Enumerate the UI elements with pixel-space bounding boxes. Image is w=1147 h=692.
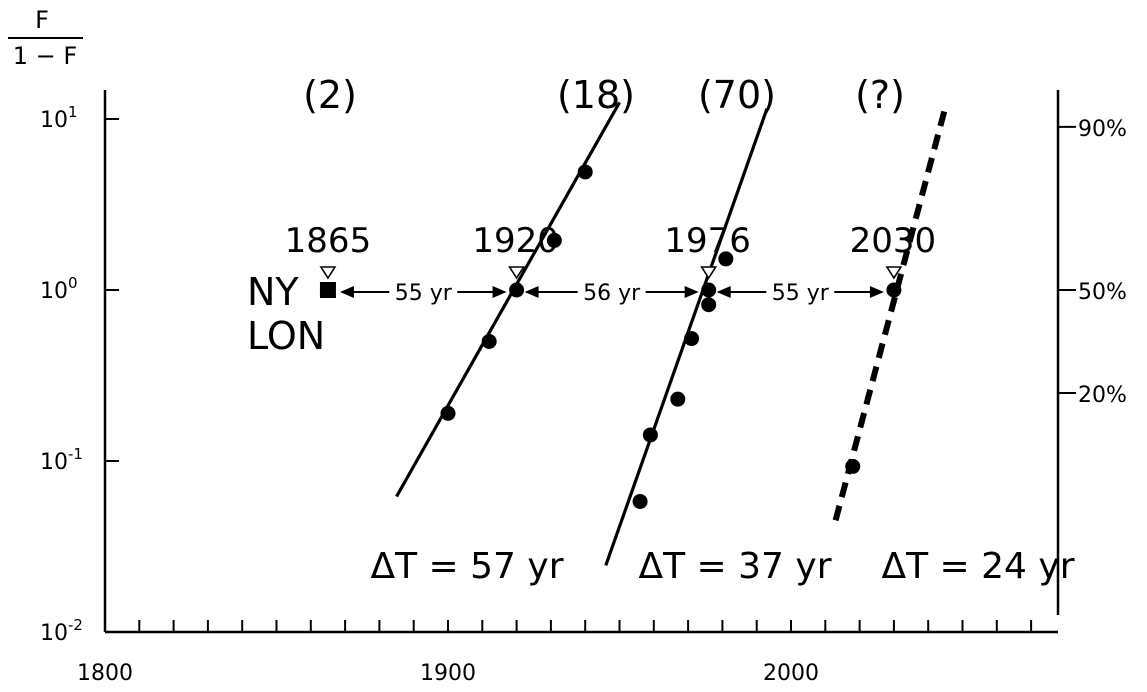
data-point xyxy=(440,405,456,421)
data-point xyxy=(670,391,686,407)
right-tick-label: 20% xyxy=(1078,383,1127,408)
data-point xyxy=(546,232,562,248)
gap-annotation: 56 yr xyxy=(583,281,641,306)
y-tick-label: 101 xyxy=(40,103,78,133)
midpoint-marker-triangle xyxy=(508,266,526,280)
gap-arrowhead-left xyxy=(524,286,539,298)
x-tick-label: 2000 xyxy=(763,661,819,686)
gap-annotation: 55 yr xyxy=(395,281,453,306)
midpoint-year-label: 1920 xyxy=(472,221,559,261)
early-year-label: 1865 xyxy=(285,221,372,261)
right-tick-label: 50% xyxy=(1078,280,1127,305)
midpoint-point xyxy=(509,282,525,298)
ylabel-numerator: F xyxy=(35,6,49,34)
data-point xyxy=(577,164,593,180)
ylabel-denominator: 1 − F xyxy=(13,42,77,70)
gap-arrowhead-right xyxy=(869,286,884,298)
city-label-ny: NY xyxy=(247,270,299,314)
delta-t-label: ΔT = 37 yr xyxy=(638,546,831,587)
data-point xyxy=(845,458,861,474)
y-tick-label: 10-2 xyxy=(40,616,83,646)
gap-arrowhead-left xyxy=(339,286,354,298)
early-marker-triangle xyxy=(319,266,337,280)
midpoint-marker-triangle xyxy=(885,266,903,280)
early-series-label: (2) xyxy=(303,73,357,117)
delta-t-label: ΔT = 24 yr xyxy=(881,546,1074,587)
x-tick-label: 1800 xyxy=(77,661,133,686)
delta-t-label: ΔT = 57 yr xyxy=(370,546,563,587)
midpoint-point xyxy=(701,282,717,298)
gap-arrowhead-right xyxy=(492,286,507,298)
data-point xyxy=(684,331,700,347)
midpoint-year-label: 2030 xyxy=(850,221,937,261)
y-tick-label: 10-1 xyxy=(40,445,83,475)
data-point xyxy=(718,251,734,267)
early-point-square xyxy=(319,282,336,298)
data-point xyxy=(701,297,717,313)
trend-line-dashed xyxy=(832,106,949,522)
midpoint-point xyxy=(886,282,902,298)
data-point xyxy=(632,493,648,509)
gap-annotation: 55 yr xyxy=(772,281,830,306)
series-label: (?) xyxy=(855,73,905,117)
gap-arrowhead-left xyxy=(716,286,731,298)
midpoint-year-label: 1976 xyxy=(664,221,751,261)
gap-arrowhead-right xyxy=(684,286,699,298)
series-label: (18) xyxy=(557,73,635,117)
city-label-lon: LON xyxy=(247,314,325,358)
x-tick-label: 1900 xyxy=(420,661,476,686)
y-tick-label: 100 xyxy=(40,274,78,304)
data-point xyxy=(481,333,497,349)
midpoint-marker-triangle xyxy=(700,266,718,280)
right-tick-label: 90% xyxy=(1078,117,1127,142)
data-point xyxy=(642,427,658,443)
series-label: (70) xyxy=(698,73,776,117)
